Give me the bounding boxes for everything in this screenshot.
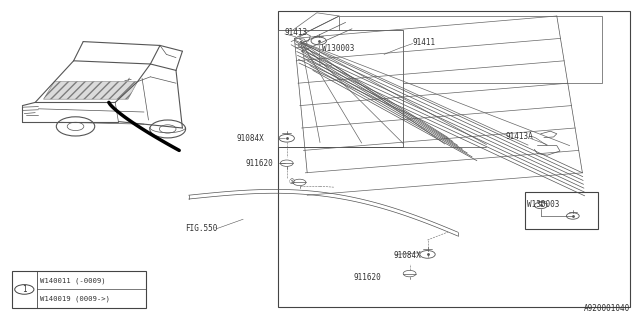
Bar [278,11,630,307]
Text: W140011 (-0009): W140011 (-0009) [40,277,106,284]
Text: 911620: 911620 [354,273,381,282]
Text: 1: 1 [22,285,27,294]
Text: 91413A: 91413A [506,132,533,141]
Text: 911620: 911620 [245,159,273,168]
Polygon shape [44,82,138,99]
Text: ①: ① [288,179,294,185]
Bar [12,271,146,308]
Text: FIG.550: FIG.550 [186,224,218,233]
Text: 91411: 91411 [413,38,436,47]
Text: W140019 (0009->): W140019 (0009->) [40,295,110,301]
Text: 91084X: 91084X [394,252,421,260]
Bar [278,30,403,147]
Text: 91084X: 91084X [237,134,264,143]
Text: W130003: W130003 [322,44,355,53]
Text: W130003: W130003 [527,200,559,209]
Text: 91413: 91413 [285,28,308,37]
Bar [525,192,598,229]
Text: A920001040: A920001040 [584,304,630,313]
